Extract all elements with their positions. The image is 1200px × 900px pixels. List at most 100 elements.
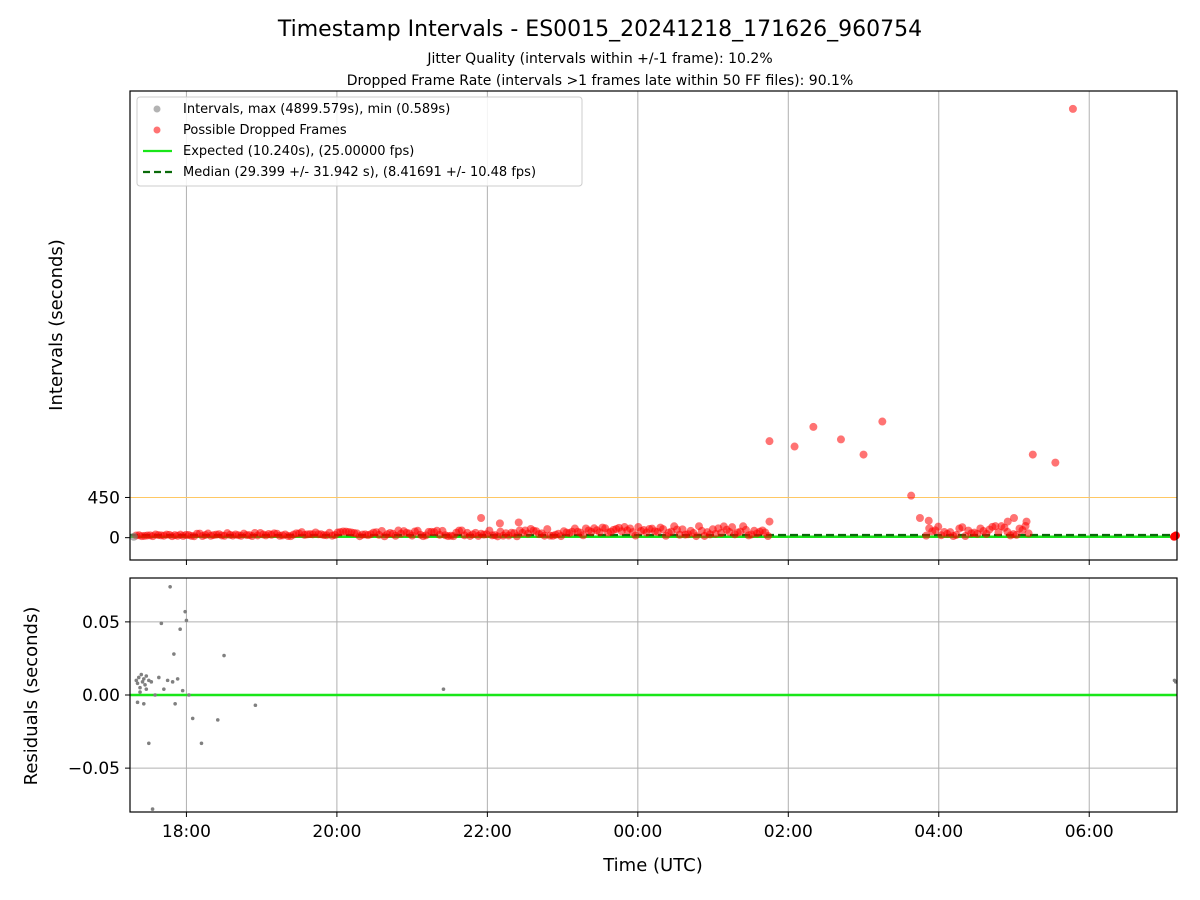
residual-point xyxy=(183,609,187,614)
residual-point xyxy=(190,716,195,721)
intervals-baseline-point xyxy=(1021,521,1030,530)
residual-point xyxy=(141,677,146,681)
legend: Intervals, max (4899.579s), min (0.589s)… xyxy=(136,96,583,187)
dropped-frame-point xyxy=(1068,104,1077,113)
intervals-baseline-point xyxy=(692,532,701,541)
intervals-baseline-point xyxy=(543,525,552,534)
intervals-axes-frame xyxy=(129,90,1178,561)
legend-entry-dropped: Possible Dropped Frames xyxy=(183,123,347,138)
dropped-frame-point xyxy=(765,517,774,526)
chart-subtitle-jitter: Jitter Quality (intervals within +/-1 fr… xyxy=(426,51,772,67)
intervals-baseline-points xyxy=(129,521,1180,541)
residual-point xyxy=(157,675,161,680)
intervals-baseline-point xyxy=(631,531,640,540)
intervals-baseline-point xyxy=(958,523,967,532)
dropped-frame-point xyxy=(1051,458,1060,467)
residual-point xyxy=(136,675,141,680)
intervals-baseline-point xyxy=(1012,530,1021,539)
legend-marker-dropped xyxy=(153,126,161,134)
intervals-baseline-point xyxy=(991,522,1000,531)
dropped-frame-point xyxy=(809,422,818,431)
legend-box xyxy=(136,96,583,187)
dropped-frame-point xyxy=(878,417,887,426)
dropped-frame-point xyxy=(495,519,504,528)
intervals-x-ticks xyxy=(185,560,1090,565)
residual-point xyxy=(199,741,204,746)
residual-point xyxy=(140,680,145,684)
dropped-frame-point xyxy=(907,491,916,500)
residual-point xyxy=(172,652,176,656)
legend-entry-expected: Expected (10.240s), (25.00000 fps) xyxy=(183,144,414,159)
residual-point xyxy=(138,690,142,694)
dropped-frame-point xyxy=(859,450,868,459)
residual-point xyxy=(175,677,180,681)
residual-point xyxy=(168,584,172,589)
legend-entry-median: Median (29.399 +/- 31.942 s), (8.41691 +… xyxy=(183,165,536,180)
dropped-frame-point xyxy=(915,514,924,523)
intervals-y-tick-label: 450 xyxy=(88,488,120,508)
intervals-baseline-point xyxy=(763,532,772,541)
residuals-y-tick-label: −0.05 xyxy=(68,759,120,779)
residual-point xyxy=(139,672,144,677)
residual-point xyxy=(441,687,446,691)
dropped-frame-point xyxy=(1009,514,1018,523)
intervals-baseline-point xyxy=(952,530,961,539)
residual-point xyxy=(138,685,142,690)
legend-entry-intervals: Intervals, max (4899.579s), min (0.589s) xyxy=(183,102,450,117)
intervals-y-axis-label: Intervals (seconds) xyxy=(46,239,67,411)
residual-point xyxy=(150,807,155,811)
dropped-frame-point xyxy=(1028,450,1037,459)
dropped-frame-point xyxy=(924,516,933,525)
chart-subtitle-dropped: Dropped Frame Rate (intervals >1 frames … xyxy=(347,73,854,89)
chart-title: Timestamp Intervals - ES0015_20241218_17… xyxy=(277,17,922,42)
time-x-tick-label: 18:00 xyxy=(162,822,211,842)
residual-point xyxy=(153,693,157,697)
intervals-baseline-point xyxy=(129,532,138,541)
time-x-tick-label: 00:00 xyxy=(613,822,662,842)
residual-point xyxy=(173,701,177,706)
residual-point xyxy=(170,680,175,684)
dropped-frame-point xyxy=(1003,517,1012,526)
residuals-y-tick-label: 0.00 xyxy=(82,686,120,706)
residual-point xyxy=(134,678,139,683)
residual-point xyxy=(178,627,182,631)
intervals-baseline-point xyxy=(934,522,943,531)
residual-point xyxy=(253,703,258,708)
residual-point xyxy=(135,700,140,705)
legend-marker-intervals xyxy=(153,105,161,113)
intervals-baseline-point xyxy=(579,531,588,540)
time-x-tick-label: 06:00 xyxy=(1065,822,1114,842)
residual-point xyxy=(180,688,185,693)
dropped-frame-point xyxy=(765,437,774,446)
dropped-frame-point xyxy=(790,442,799,451)
residuals-y-axis-label: Residuals (seconds) xyxy=(21,607,42,786)
intervals-panel: 0 450 Intervals (seconds) Intervals, max … xyxy=(46,90,1180,565)
intervals-baseline-point xyxy=(728,523,737,532)
residual-point xyxy=(143,682,147,687)
residual-point xyxy=(159,621,164,626)
residual-point xyxy=(135,681,140,686)
dropped-frame-point xyxy=(514,518,523,527)
time-x-tick-label: 04:00 xyxy=(914,822,963,842)
residual-point xyxy=(215,718,220,722)
intervals-y-ticks: 0 450 xyxy=(88,488,130,549)
residuals-panel: −0.05 0.00 0.05 18:00 20:00 22:00 00:00 02:00 0… xyxy=(21,577,1178,876)
residual-point xyxy=(162,687,166,691)
residual-point xyxy=(141,701,146,706)
residual-point xyxy=(147,741,151,746)
intervals-baseline-point xyxy=(1172,531,1180,540)
intervals-y-tick-label: 0 xyxy=(109,529,120,549)
dropped-frame-point xyxy=(836,435,845,444)
time-x-tick-label: 20:00 xyxy=(312,822,361,842)
intervals-points xyxy=(477,104,1077,528)
time-x-tick-label: 22:00 xyxy=(463,822,512,842)
residual-point xyxy=(184,618,189,623)
residual-point xyxy=(187,693,191,697)
time-x-tick-label: 02:00 xyxy=(764,822,813,842)
residual-point xyxy=(222,653,226,658)
intervals-baseline-point xyxy=(922,531,931,540)
residuals-y-tick-label: 0.05 xyxy=(82,613,120,633)
intervals-baseline-point xyxy=(540,531,549,540)
residuals-y-ticks: −0.05 0.00 0.05 xyxy=(68,613,130,779)
